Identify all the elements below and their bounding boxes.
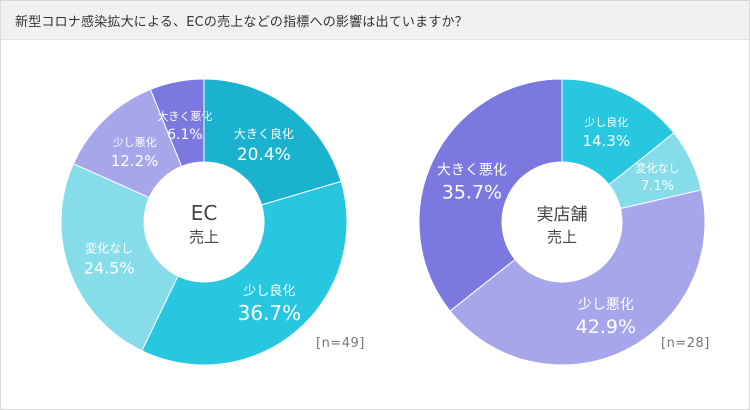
slice-value-label: 42.9% (576, 316, 636, 338)
slice-value-label: 12.2% (111, 152, 159, 170)
slice-category-label: 大きく悪化 (437, 163, 507, 179)
slice-category-label: 大きく悪化 (157, 109, 212, 123)
slice-value-label: 7.1% (641, 179, 674, 194)
n-label-store: [n=28] (661, 336, 710, 351)
slice-value-label: 24.5% (84, 259, 135, 278)
slice-category-label: 少し良化 (243, 283, 295, 299)
slice-value-label: 35.7% (442, 182, 502, 204)
slice-value-label: 36.7% (238, 301, 302, 325)
slice-category-label: 少し良化 (584, 115, 628, 129)
slice-value-label: 20.4% (237, 145, 291, 165)
slice-category-label: 変化なし (85, 241, 133, 256)
center-label-secondary: 売上 (189, 228, 219, 246)
chart-title: 新型コロナ感染拡大による、ECの売上などの指標への影響は出ていますか？ (15, 15, 468, 30)
center-label-primary: 実店舗 (537, 205, 588, 225)
title-bar: 新型コロナ感染拡大による、ECの売上などの指標への影響は出ていますか？ (1, 1, 749, 40)
donut-ec: 大きく良化 20.4% 少し良化 36.7% 変化なし 24.5% 少し悪化 12.2% 大きく… (60, 78, 348, 366)
slice-category-label: 少し悪化 (113, 135, 157, 149)
center-label-secondary: 売上 (547, 228, 577, 246)
center-label-primary: EC (191, 201, 218, 225)
slice-category-label: 少し悪化 (578, 297, 634, 313)
slice-1-3 (418, 78, 563, 312)
slice-0-4 (149, 78, 205, 168)
n-label-ec: [n=49] (316, 336, 365, 351)
slice-category-label: 大きく良化 (234, 126, 294, 141)
slice-0-1 (141, 180, 348, 366)
slice-0-0 (203, 78, 342, 206)
slice-0-2 (60, 163, 179, 352)
slice-value-label: 6.1% (167, 127, 203, 143)
slice-value-label: 14.3% (582, 132, 630, 150)
slice-category-label: 変化なし (635, 161, 679, 175)
donut-store: 少し良化 14.3% 変化なし 7.1% 少し悪化 42.9% 大きく悪化 35.7% 実店舗売… (418, 78, 706, 366)
slice-1-2 (449, 189, 706, 366)
